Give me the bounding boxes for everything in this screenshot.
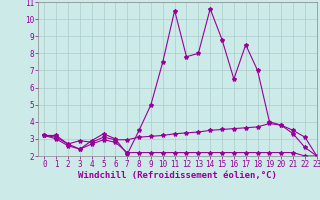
X-axis label: Windchill (Refroidissement éolien,°C): Windchill (Refroidissement éolien,°C) [78,171,277,180]
